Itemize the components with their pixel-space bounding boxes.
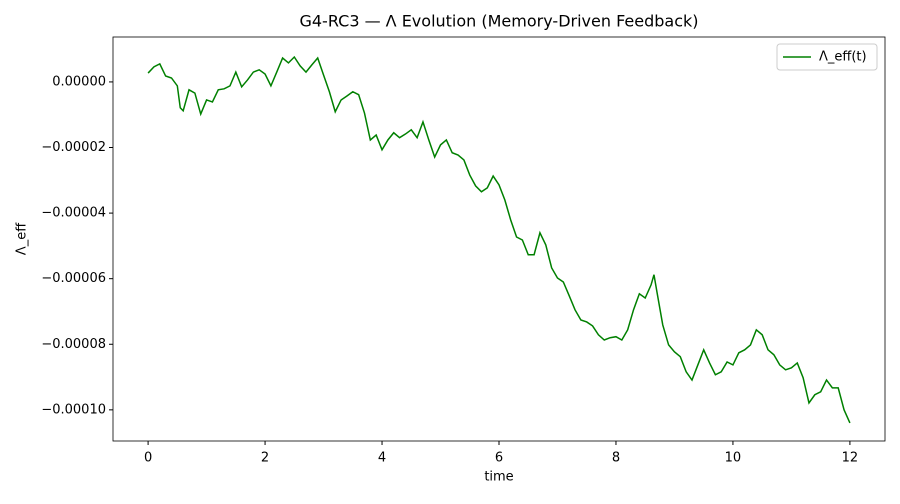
y-tick-label: −0.00008 <box>41 337 106 352</box>
y-axis-label: Λ_eff <box>15 222 30 255</box>
y-tick-label: 0.00000 <box>52 74 106 89</box>
x-tick-label: 6 <box>495 451 503 466</box>
y-tick-label: −0.00004 <box>41 206 106 221</box>
x-tick-label: 2 <box>261 451 269 466</box>
series-line <box>147 55 851 424</box>
x-tick-label: 4 <box>378 451 386 466</box>
chart-title: G4-RC3 — Λ Evolution (Memory-Driven Feed… <box>299 12 698 31</box>
legend-label: Λ_eff(t) <box>819 50 867 65</box>
x-tick-label: 8 <box>612 451 620 466</box>
y-tick-label: −0.00010 <box>41 402 106 417</box>
x-tick-label: 0 <box>144 451 152 466</box>
x-tick-label: 12 <box>842 451 859 466</box>
x-tick-label: 10 <box>725 451 742 466</box>
y-tick-label: −0.00006 <box>41 271 106 286</box>
x-axis-label: time <box>484 470 513 485</box>
y-tick-label: −0.00002 <box>41 140 106 155</box>
legend-box <box>776 43 878 71</box>
plot-frame <box>112 36 886 442</box>
